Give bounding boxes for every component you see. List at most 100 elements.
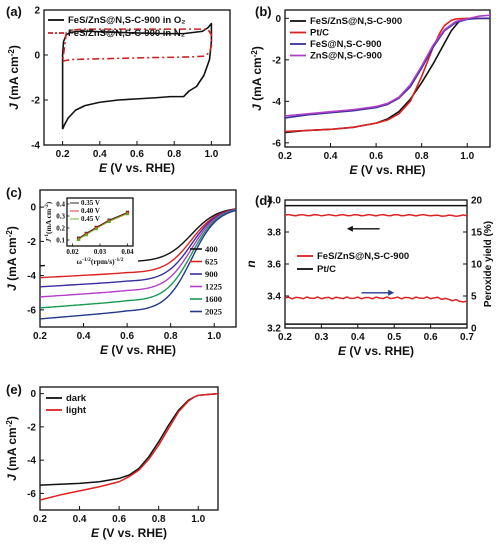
y2-tick-label: 5	[471, 292, 477, 303]
panel-a: 0.2 0.4 0.6 0.8 1.0 -4 -2 0 2 E (V vs. RHE) J (mA …	[6, 4, 231, 175]
x-tick-label: 0.6	[424, 332, 438, 343]
inset-x-unit-exp: -1/2	[115, 257, 124, 263]
x-axis-unit: (V vs. RHE)	[108, 343, 176, 357]
legend-label-ptc: Pt/C	[317, 264, 336, 275]
legend-label-fes-zns: FeS/ZnS@N,S-C-900	[317, 251, 409, 262]
inset-y-exp: -1	[44, 234, 50, 239]
y-axis-label: J (mA cm-2)	[250, 46, 264, 111]
legend-label-n2: FeS/ZnS@N,S-C-900 in N₂	[68, 28, 185, 39]
y2-axis-label: Peroxide yield (%)	[483, 221, 494, 307]
panel-b: 0.2 0.4 0.6 0.8 1.0 -6 -4 -2 0 E (V vs. RHE) J (mA…	[250, 4, 491, 177]
x-tick-label: 1.0	[191, 514, 205, 525]
y-tick-label: -6	[27, 305, 36, 316]
x-tick-label: 0.2	[33, 514, 47, 525]
x-tick-label: 1.0	[207, 331, 221, 342]
inset-point	[125, 211, 130, 216]
legend-label-3: FeS@N,S-C-900	[310, 39, 382, 50]
arrow-head-right	[388, 289, 395, 296]
x-tick-label: 0.7	[460, 332, 474, 343]
y-axis-unit-end: )	[250, 46, 264, 50]
inset-kl-plot: 0.02 0.03 0.04 0.1 0.2 0.3 0.4 0.35 V0.40 V0.45…	[44, 197, 138, 267]
legend-label-rpm: 900	[205, 269, 218, 279]
y-axis-unit-end: )	[5, 416, 19, 420]
x-axis-label: E (V vs. RHE)	[349, 163, 425, 177]
y-tick-label: 3.2	[267, 324, 281, 335]
y2-tick-label: 15	[471, 228, 483, 239]
y-axis-label: J (mA cm-2)	[5, 226, 19, 291]
legend-label-rpm: 625	[205, 257, 218, 267]
inset-background	[45, 197, 138, 267]
x-tick-label: 0.3	[314, 332, 328, 343]
series-line-rpm-2025	[39, 209, 237, 320]
series-line-n-fes-zns	[284, 213, 468, 218]
x-axis-label: E (V vs. RHE)	[100, 343, 176, 357]
x-axis-label: E (V vs. RHE)	[99, 161, 175, 175]
x-axis-label: E (V vs. RHE)	[91, 526, 167, 540]
x-tick-label: 0.6	[120, 331, 134, 342]
legend-label-1: FeS/ZnS@N,S-C-900	[310, 16, 402, 27]
inset-point	[94, 226, 99, 231]
inset-y-tick-label: 0.2	[56, 225, 65, 233]
panel-e: 0.2 0.4 0.6 0.8 1.0 -6 -4 -2 0 E (V vs. RHE) J (mA…	[5, 382, 219, 540]
inset-y-tick-label: 0.4	[56, 201, 65, 209]
y-tick-label: -4	[27, 271, 36, 282]
x-tick-label: 0.5	[387, 332, 401, 343]
x-axis-label: E (V vs. RHE)	[338, 344, 414, 358]
y2-tick-label: 10	[471, 260, 483, 271]
series-line-rpm-900	[39, 208, 237, 288]
y-axis-label: n	[244, 260, 258, 267]
y-tick-label: 3.8	[267, 228, 281, 239]
arrow-head-left	[346, 225, 353, 232]
panel-label: (d)	[255, 193, 272, 208]
y-axis-variable: n	[244, 260, 258, 267]
x-tick-label: 0.8	[167, 149, 181, 160]
y-axis-unit: (mA cm	[5, 237, 19, 284]
panel-d: 0.2 0.3 0.4 0.5 0.6 0.7 3.2 3.4 3.6 3.8 4.0 0 5 10 15 2…	[244, 193, 494, 358]
y-tick-label: -4	[272, 97, 281, 108]
x-tick-label: 0.6	[130, 149, 144, 160]
y-tick-label: 0	[34, 51, 40, 62]
inset-y-unit-exp: -2	[44, 204, 50, 209]
x-tick-label: 1.0	[204, 149, 218, 160]
x-axis-unit: (V vs. RHE)	[107, 161, 175, 175]
y-tick-label: -4	[27, 456, 36, 467]
y-tick-label: 4.0	[267, 196, 281, 207]
legend-label-rpm: 1225	[205, 282, 222, 292]
y-tick-label: 3.4	[267, 292, 281, 303]
y-axis-variable: J	[7, 103, 21, 110]
x-tick-label: 0.2	[33, 331, 47, 342]
inset-legend-label: 0.45 V	[81, 215, 100, 223]
x-tick-label: 0.2	[56, 149, 70, 160]
series-line-rpm-1225	[39, 209, 237, 298]
y-axis-unit: (mA cm	[7, 56, 21, 103]
panel-label: (b)	[255, 4, 272, 19]
y-tick-label: -6	[272, 138, 281, 149]
y-tick-label: -6	[27, 489, 36, 500]
legend-label-rpm: 400	[205, 244, 218, 254]
y-tick-label: 0	[30, 203, 36, 214]
y-tick-label: -2	[272, 55, 281, 66]
y-tick-label: 2	[34, 6, 40, 17]
y-tick-label: -4	[31, 141, 40, 152]
x-tick-label: 0.4	[324, 151, 338, 162]
series-line-zns	[284, 14, 491, 117]
series-line-light	[39, 392, 219, 501]
legend-label-light: light	[66, 405, 87, 416]
plot-frame	[39, 189, 237, 328]
series-line-peroxide-fes-zns	[284, 296, 468, 303]
inset-y-tick-label: 0.1	[56, 237, 65, 245]
x-tick-label: 0.2	[278, 332, 292, 343]
x-axis-unit: (V vs. RHE)	[99, 526, 167, 540]
panel-label: (c)	[6, 185, 22, 200]
y-axis-unit-exponent: -2	[7, 49, 16, 57]
legend-label-rpm: 2025	[205, 307, 222, 317]
legend-label-2: Pt/C	[310, 28, 329, 39]
inset-x-tick-label: 0.02	[66, 248, 79, 256]
x-tick-label: 0.2	[278, 151, 292, 162]
y-tick-label: -2	[31, 96, 40, 107]
plot-frame	[284, 199, 468, 329]
panel-label: (e)	[6, 382, 22, 397]
legend-label-4: ZnS@N,S-C-900	[310, 51, 382, 62]
inset-point	[107, 219, 112, 223]
